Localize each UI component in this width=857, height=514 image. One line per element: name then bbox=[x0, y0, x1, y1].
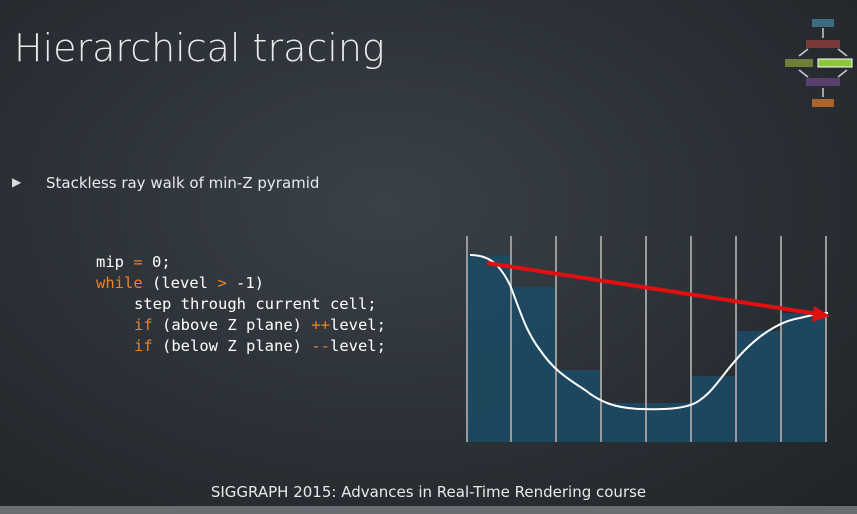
code-token: 0; bbox=[142, 253, 171, 271]
bullet: Stackless ray walk of min-Z pyramid bbox=[12, 174, 319, 192]
code-line: if (above Z plane) ++level; bbox=[96, 315, 386, 336]
surface-curve bbox=[469, 254, 829, 411]
code-token: (level bbox=[142, 274, 218, 292]
code-token: step through current cell; bbox=[134, 295, 377, 313]
code-line: mip = 0; bbox=[96, 252, 386, 273]
code-token: (above Z plane) bbox=[152, 316, 312, 334]
ray bbox=[486, 261, 819, 316]
code-token: while bbox=[96, 274, 143, 292]
ray-head bbox=[812, 306, 830, 322]
code-token: level; bbox=[329, 337, 386, 355]
code-token: if bbox=[134, 337, 153, 355]
code-token: mip bbox=[96, 253, 134, 271]
code-token: -- bbox=[311, 337, 330, 355]
code-token: = bbox=[133, 253, 143, 271]
code-line: while (level > -1) bbox=[96, 273, 386, 294]
code-token: > bbox=[217, 274, 227, 292]
code-line: if (below Z plane) --level; bbox=[96, 336, 386, 357]
footer: SIGGRAPH 2015: Advances in Real-Time Ren… bbox=[210, 483, 647, 501]
icon bbox=[785, 19, 853, 107]
title: Hierarchical tracing bbox=[14, 26, 385, 70]
cell-lines bbox=[466, 236, 827, 442]
depth-cells bbox=[467, 255, 826, 442]
code-line: step through current cell; bbox=[96, 294, 386, 315]
code-token: (below Z plane) bbox=[152, 337, 312, 355]
bottom-strip bbox=[0, 506, 857, 514]
code-token: level; bbox=[329, 316, 386, 334]
code-token: if bbox=[134, 316, 153, 334]
code-token: ++ bbox=[311, 316, 330, 334]
code-token: -1) bbox=[226, 274, 264, 292]
code-block: mip = 0; while (level > -1) step through c… bbox=[96, 252, 386, 357]
